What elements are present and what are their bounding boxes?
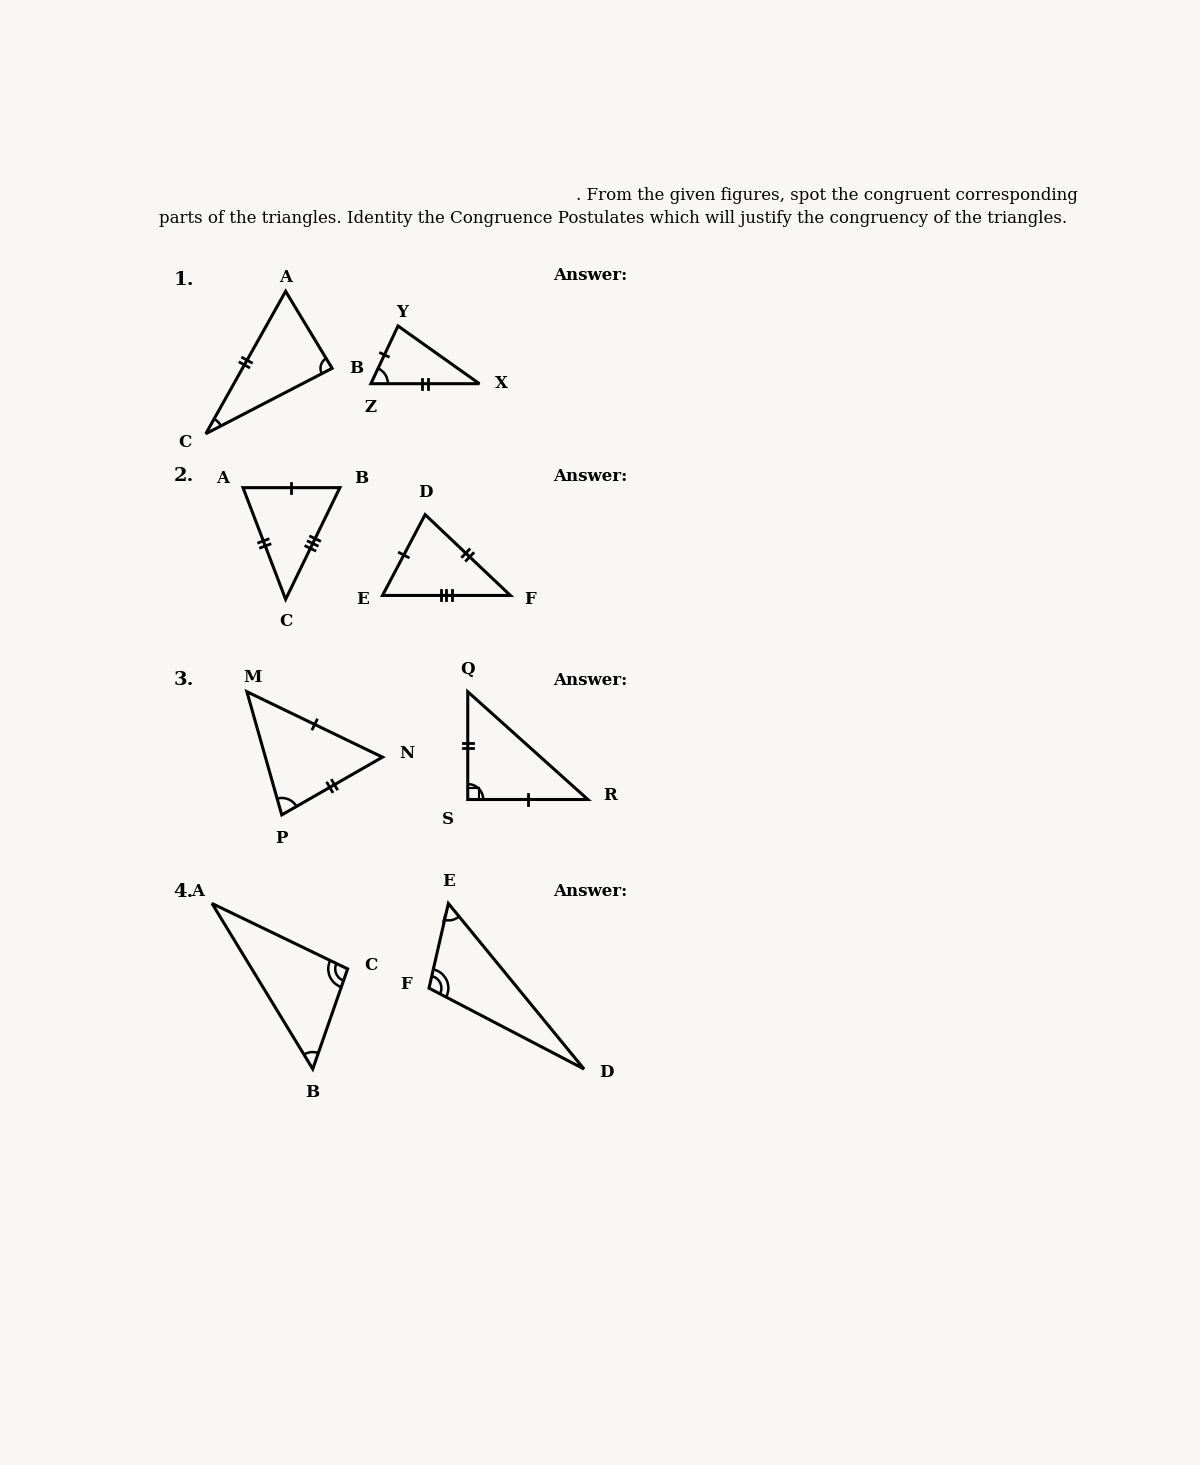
Text: Answer:: Answer: bbox=[553, 268, 628, 284]
Text: Answer:: Answer: bbox=[553, 467, 628, 485]
Text: Q: Q bbox=[461, 661, 475, 678]
Text: P: P bbox=[276, 831, 288, 847]
Text: C: C bbox=[179, 435, 192, 451]
Text: S: S bbox=[442, 812, 454, 828]
Text: Answer:: Answer: bbox=[553, 883, 628, 901]
Text: A: A bbox=[280, 270, 292, 286]
Text: C: C bbox=[278, 614, 293, 630]
Text: E: E bbox=[355, 590, 368, 608]
Text: Y: Y bbox=[396, 303, 408, 321]
Text: C: C bbox=[365, 957, 378, 974]
Text: N: N bbox=[400, 744, 415, 762]
Text: 3.: 3. bbox=[173, 671, 193, 689]
Text: parts of the triangles. Identity the Congruence Postulates which will justify th: parts of the triangles. Identity the Con… bbox=[160, 211, 1068, 227]
Text: R: R bbox=[604, 787, 617, 804]
Text: D: D bbox=[600, 1065, 614, 1081]
Text: 2.: 2. bbox=[173, 467, 193, 485]
Text: 1.: 1. bbox=[173, 271, 194, 289]
Text: A: A bbox=[216, 470, 229, 486]
Text: B: B bbox=[354, 470, 368, 486]
Text: 4.: 4. bbox=[173, 883, 193, 901]
Text: M: M bbox=[242, 670, 262, 686]
Text: E: E bbox=[442, 873, 455, 889]
Text: Z: Z bbox=[365, 398, 377, 416]
Text: D: D bbox=[418, 483, 432, 501]
Text: Answer:: Answer: bbox=[553, 671, 628, 689]
Text: B: B bbox=[306, 1084, 320, 1102]
Text: F: F bbox=[401, 976, 412, 993]
Text: B: B bbox=[349, 360, 364, 377]
Text: . From the given figures, spot the congruent corresponding: . From the given figures, spot the congr… bbox=[576, 188, 1078, 204]
Text: F: F bbox=[524, 590, 536, 608]
Text: X: X bbox=[494, 375, 508, 393]
Text: A: A bbox=[191, 883, 204, 901]
